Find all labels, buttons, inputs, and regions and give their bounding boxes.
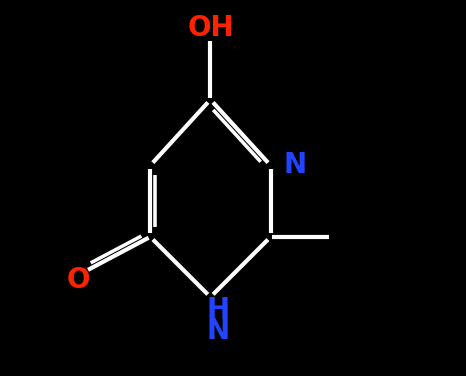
- Text: O: O: [67, 266, 90, 294]
- Text: OH: OH: [187, 14, 234, 42]
- Text: H: H: [206, 296, 230, 324]
- Text: N: N: [284, 152, 307, 179]
- Text: N: N: [206, 317, 230, 345]
